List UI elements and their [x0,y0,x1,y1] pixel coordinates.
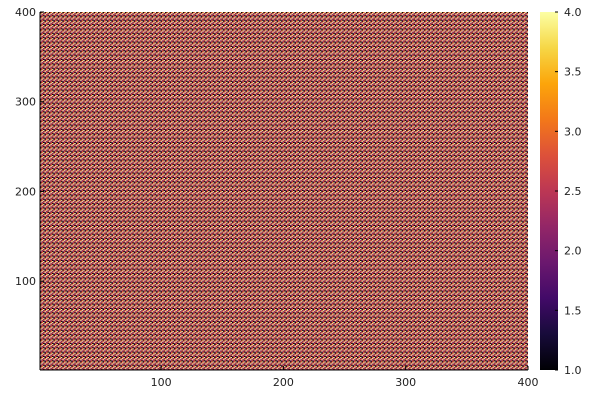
heatmap-cell-grid [40,12,528,370]
y-axis-ticks: 100 200 300 400 [15,6,44,288]
colorbar-tick-label: 3.0 [564,125,582,138]
colorbar-tick-label: 4.0 [564,6,582,19]
colorbar [540,12,558,370]
y-tick-label: 200 [15,185,36,198]
y-tick-label: 400 [15,6,36,19]
x-axis-ticks: 100 200 300 400 [151,366,539,389]
colorbar-tick-label: 2.5 [564,185,582,198]
x-tick-label: 400 [518,376,539,389]
heatmap-cells [40,12,528,370]
colorbar-ticks: 1.0 1.5 2.0 2.5 3.0 3.5 4.0 [555,6,582,377]
colorbar-tick-label: 2.0 [564,245,582,258]
y-tick-label: 300 [15,96,36,109]
x-tick-label: 100 [151,376,172,389]
colorbar-tick-label: 1.0 [564,364,582,377]
colorbar-tick-label: 3.5 [564,66,582,79]
x-tick-label: 300 [395,376,416,389]
colorbar-tick-label: 1.5 [564,304,582,317]
y-tick-label: 100 [15,275,36,288]
x-tick-label: 200 [273,376,294,389]
